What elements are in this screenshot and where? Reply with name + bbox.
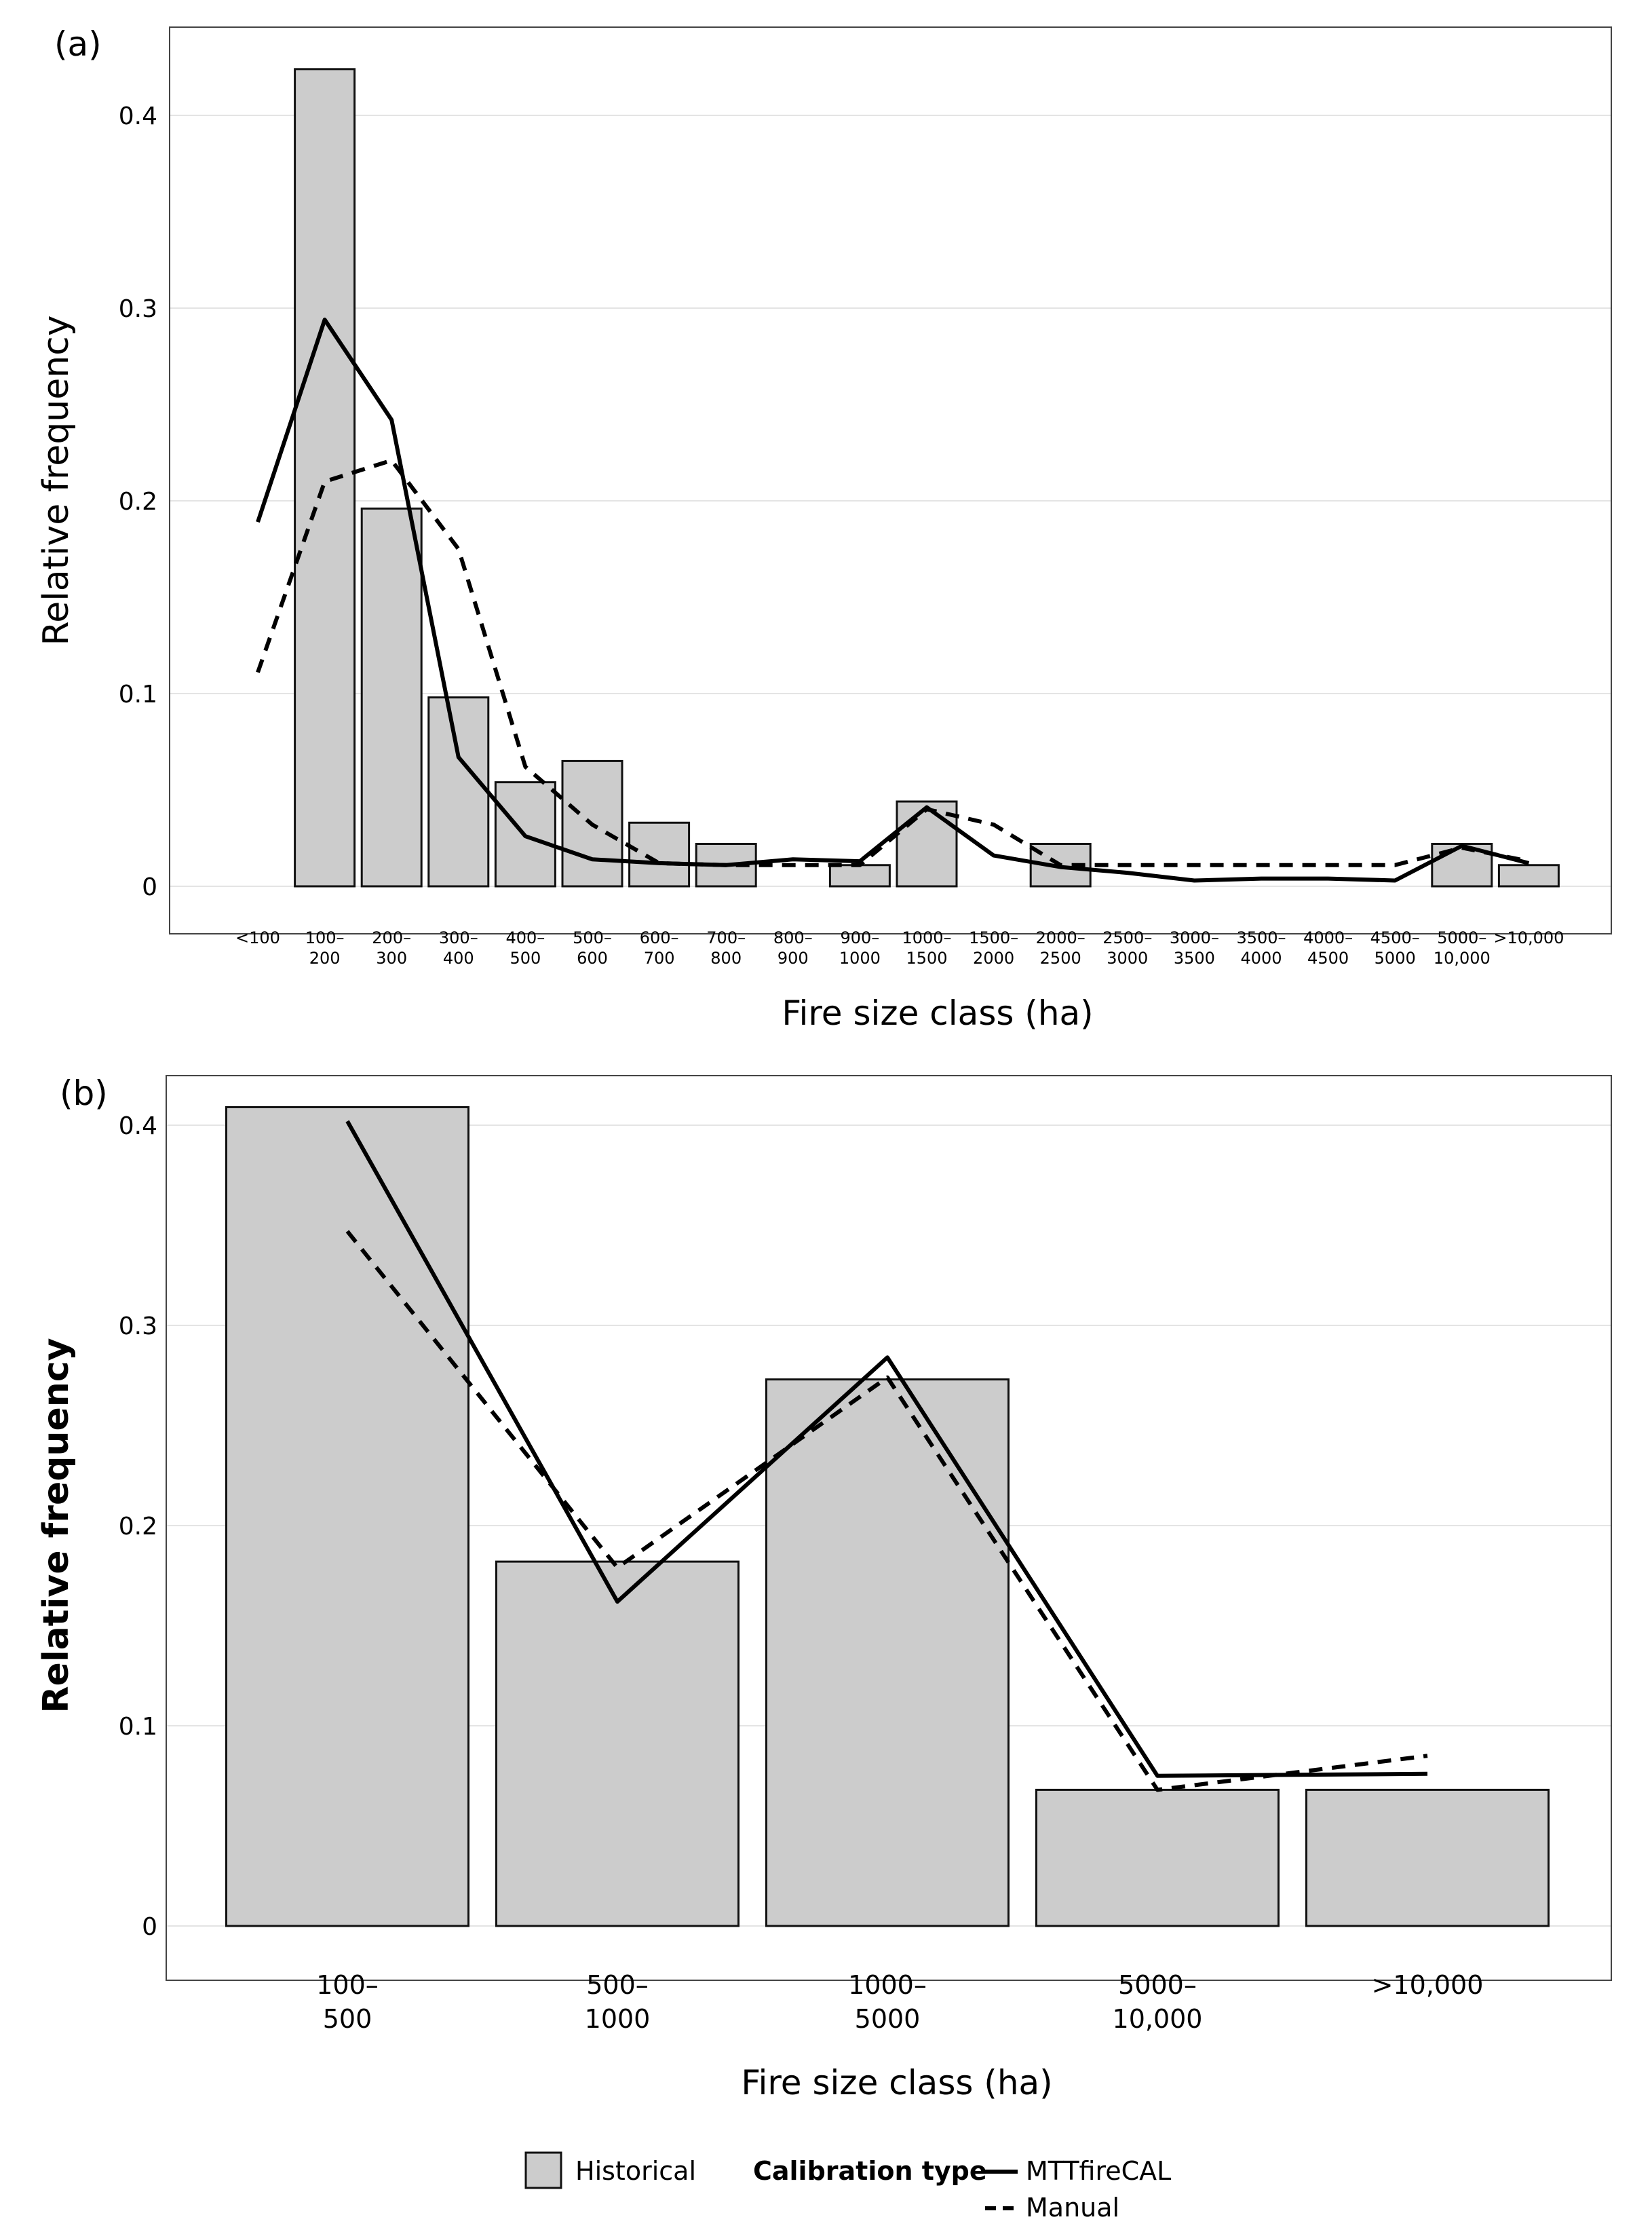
x-tick-label: 1000– 1500 bbox=[902, 928, 951, 968]
manual-series-line bbox=[345, 1230, 1428, 1792]
x-tick-label: 200– 300 bbox=[372, 928, 411, 968]
y-tick-label: 0 bbox=[142, 873, 157, 901]
panel-a-y-ticks: 0 0.1 0.2 0.3 0.4 bbox=[119, 102, 157, 901]
x-tick-label: 1500– 2000 bbox=[969, 928, 1018, 968]
x-tick-label: 800– 900 bbox=[773, 928, 813, 968]
historical-bar bbox=[628, 821, 691, 888]
legend: Historical Calibration type MTTfireCAL M… bbox=[524, 2151, 1171, 2223]
y-tick-label: 0 bbox=[142, 1913, 157, 1941]
y-tick-label: 0.4 bbox=[119, 102, 157, 130]
x-tick-label: 5000– 10,000 bbox=[1434, 928, 1491, 968]
panel-a-label: (a) bbox=[54, 24, 102, 64]
x-tick-label: 300– 400 bbox=[439, 928, 478, 968]
historical-bar bbox=[765, 1378, 1010, 1927]
x-tick-label: 500– 600 bbox=[573, 928, 612, 968]
x-tick-label: 2500– 3000 bbox=[1102, 928, 1152, 968]
historical-bar bbox=[360, 507, 423, 888]
historical-bar bbox=[828, 864, 891, 888]
x-tick-label: 1000– 5000 bbox=[848, 1970, 927, 2034]
legend-historical-label: Historical bbox=[575, 2156, 696, 2186]
y-tick-label: 0.2 bbox=[119, 1513, 157, 1541]
y-tick-label: 0.1 bbox=[119, 1713, 157, 1741]
panel-b-bars bbox=[225, 1105, 1550, 1927]
historical-bar bbox=[294, 68, 356, 888]
x-tick-label: 4000– 4500 bbox=[1303, 928, 1353, 968]
x-tick-label: 2000– 2500 bbox=[1036, 928, 1086, 968]
panel-b-lines bbox=[345, 1120, 1428, 1792]
x-tick-label: 400– 500 bbox=[505, 928, 545, 968]
panel-a-bars bbox=[294, 68, 1560, 888]
panel-b-y-axis-label: Relative frequency bbox=[36, 1338, 77, 1714]
x-tick-label: 3000– 3500 bbox=[1170, 928, 1219, 968]
historical-bar bbox=[1035, 1788, 1280, 1927]
legend-historical-swatch bbox=[524, 2151, 562, 2189]
panel-b-frame bbox=[166, 1075, 1612, 1981]
y-tick-label: 0.1 bbox=[119, 681, 157, 708]
panel-b-x-axis-label: Fire size class (ha) bbox=[741, 2063, 1052, 2102]
y-tick-label: 0.4 bbox=[119, 1112, 157, 1140]
x-tick-label: 500– 1000 bbox=[585, 1970, 651, 2034]
panel-a-x-ticks: <100 100– 200 200– 300 300– 400 400– 500 500– 600 6… bbox=[235, 928, 1564, 968]
x-tick-label: 900– 1000 bbox=[839, 928, 881, 968]
historical-bar bbox=[1497, 864, 1560, 888]
panel-a-frame bbox=[169, 26, 1612, 934]
x-tick-label: 4500– 5000 bbox=[1370, 928, 1420, 968]
x-tick-label: 700– 800 bbox=[706, 928, 746, 968]
manual-series-line bbox=[256, 458, 1529, 867]
x-tick-label: >10,000 bbox=[1493, 928, 1564, 947]
historical-bar bbox=[1305, 1788, 1550, 1927]
x-tick-label: 100– 200 bbox=[305, 928, 345, 968]
legend-mtt-label: MTTfireCAL bbox=[1026, 2156, 1171, 2186]
y-tick-label: 0.3 bbox=[119, 295, 157, 323]
historical-bar bbox=[427, 696, 490, 888]
x-tick-label: 100– 500 bbox=[316, 1970, 379, 2034]
y-tick-label: 0.3 bbox=[119, 1312, 157, 1340]
x-tick-label: 3500– 4000 bbox=[1236, 928, 1286, 968]
mttfirecal-series-line bbox=[345, 1120, 1428, 1778]
panel-a-y-axis-label: Relative frequency bbox=[36, 315, 77, 645]
x-tick-label: >10,000 bbox=[1372, 1970, 1484, 2000]
historical-bar bbox=[225, 1105, 469, 1927]
panel-a: (a) 0 0.1 0.2 0.3 0.4 <100 100– 200 200– 300 300–… bbox=[36, 24, 1612, 1033]
x-tick-label: 600– 700 bbox=[640, 928, 679, 968]
panel-a-x-axis-label: Fire size class (ha) bbox=[782, 994, 1093, 1033]
mttfirecal-series-line bbox=[256, 318, 1530, 883]
legend-title: Calibration type bbox=[753, 2156, 987, 2186]
x-tick-label: 5000– 10,000 bbox=[1113, 1970, 1203, 2034]
historical-bar bbox=[495, 1560, 739, 1927]
legend-manual-label: Manual bbox=[1026, 2193, 1119, 2223]
panel-a-lines bbox=[256, 318, 1530, 883]
y-tick-label: 0.2 bbox=[119, 488, 157, 516]
x-tick-label: <100 bbox=[235, 928, 280, 947]
panel-b-y-ticks: 0 0.1 0.2 0.3 0.4 bbox=[119, 1112, 157, 1941]
panel-b-label: (b) bbox=[60, 1074, 108, 1113]
panel-b: (b) 0 0.1 0.2 0.3 0.4 100– 500 500– 1000 1000– 50… bbox=[36, 1074, 1612, 2102]
panel-b-x-ticks: 100– 500 500– 1000 1000– 5000 5000– 10,000 >10,0… bbox=[316, 1970, 1483, 2034]
